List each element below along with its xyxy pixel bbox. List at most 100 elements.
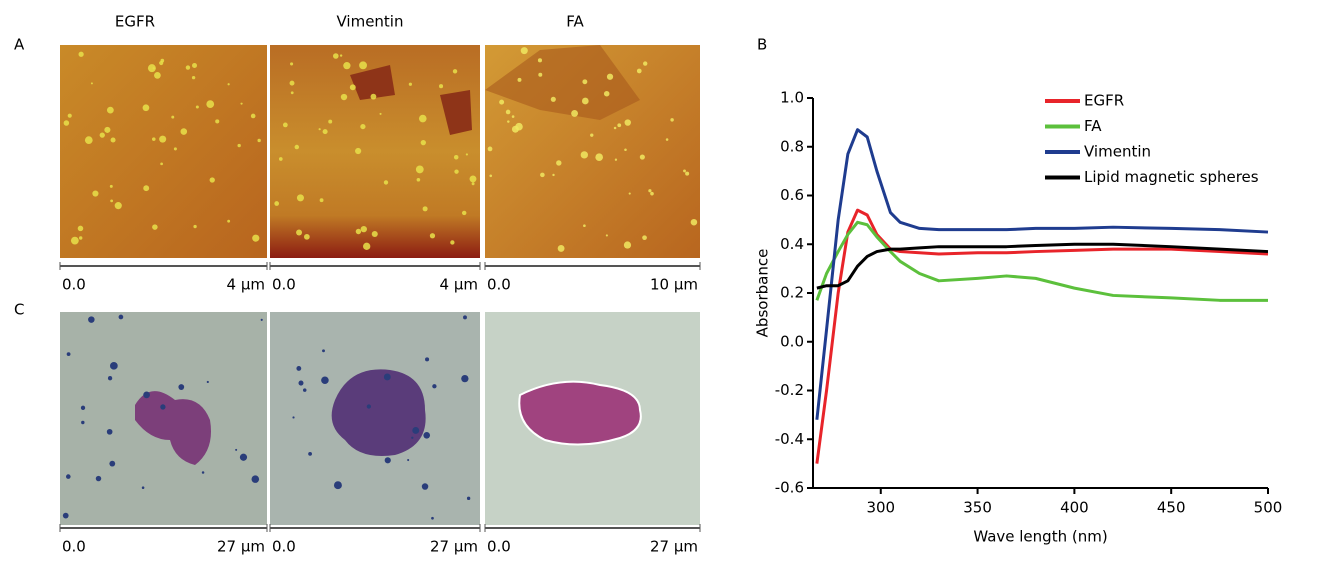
stain-debris <box>95 475 102 482</box>
scale-end-label: 27 μm <box>430 538 478 556</box>
afm-particle <box>349 84 356 91</box>
legend-label: Lipid magnetic spheres <box>1084 168 1259 186</box>
scale-end-label: 4 μm <box>227 276 265 294</box>
afm-particle <box>624 119 631 126</box>
afm-particle <box>595 153 604 162</box>
afm-particle <box>690 218 698 226</box>
x-tick-label: 350 <box>963 499 992 517</box>
stain-debris <box>110 361 118 370</box>
stain-debris <box>432 384 437 389</box>
afm-particle <box>159 135 167 143</box>
stain-debris <box>322 349 325 353</box>
afm-particle <box>191 75 196 80</box>
afm-particle <box>333 53 339 59</box>
stain-debris <box>260 318 263 321</box>
stain-debris <box>160 404 166 410</box>
scale-start-label: 0.0 <box>62 276 86 294</box>
stain-debris <box>239 453 248 461</box>
afm-particle <box>450 240 455 245</box>
panel-label: A <box>14 36 25 54</box>
stain-debris <box>308 451 312 456</box>
afm-particle <box>670 118 674 122</box>
afm-particle <box>429 233 436 239</box>
afm-particle <box>642 235 647 241</box>
stain-debris <box>206 380 209 384</box>
afm-particle <box>92 190 99 197</box>
stain-debris <box>431 516 434 520</box>
stain-debris <box>143 391 150 399</box>
afm-particle <box>439 84 444 89</box>
afm-particle <box>383 180 389 185</box>
stain-debris <box>411 436 414 439</box>
afm-particle <box>160 162 163 166</box>
scale-end-label: 10 μm <box>650 276 698 294</box>
stain-debris <box>296 366 302 371</box>
stained-cell <box>135 391 211 465</box>
data-line <box>815 208 1269 464</box>
stain-debris <box>66 352 71 356</box>
afm-particle <box>379 112 382 115</box>
y-axis-title: Absorbance <box>754 249 772 338</box>
afm-particle <box>209 177 215 183</box>
stain-debris <box>463 315 467 320</box>
afm-particle <box>665 138 669 141</box>
afm-particle <box>581 97 589 105</box>
stain-debris <box>333 481 342 490</box>
column-label: Vimentin <box>336 13 403 31</box>
stain-debris <box>141 486 145 489</box>
data-line <box>816 242 1269 290</box>
stain-debris <box>88 316 95 323</box>
afm-particle <box>104 126 111 133</box>
y-tick-label: -0.2 <box>775 381 804 399</box>
stain-debris <box>81 420 85 425</box>
afm-particle <box>582 79 588 85</box>
afm-particle <box>520 47 528 55</box>
stained-cell <box>331 369 426 456</box>
stain-debris <box>302 388 307 392</box>
afm-particle <box>63 120 70 126</box>
afm-particle <box>580 151 588 159</box>
afm-particle <box>114 202 122 210</box>
afm-particle <box>556 160 562 166</box>
x-tick-label: 400 <box>1060 499 1089 517</box>
data-line <box>815 220 1268 302</box>
afm-particle <box>355 228 362 235</box>
afm-particle <box>70 236 79 245</box>
afm-particle <box>227 219 231 223</box>
scale-end-label: 27 μm <box>217 538 265 556</box>
afm-particle <box>643 61 648 66</box>
stain-debris <box>384 457 391 464</box>
y-tick-label: 0.6 <box>780 186 804 204</box>
y-tick-label: 1.0 <box>780 89 804 107</box>
afm-particle <box>415 165 424 174</box>
stain-debris <box>107 376 113 381</box>
x-tick-label: 500 <box>1254 499 1283 517</box>
stain-debris <box>178 384 185 390</box>
scale-bars: 0.0 4 μm 0.0 4 μm 0.0 10 μm 0.0 27 μm 0.0 27 μm 0.… <box>59 262 701 556</box>
afm-particle <box>537 58 543 63</box>
afm-particle <box>106 106 114 114</box>
afm-particle <box>603 90 610 97</box>
afm-particle <box>206 100 215 109</box>
afm-particle <box>624 148 627 152</box>
stain-debris <box>321 376 329 385</box>
afm-feature <box>485 45 640 120</box>
scale-start-label: 0.0 <box>272 276 296 294</box>
afm-particle <box>250 113 256 119</box>
afm-particle <box>511 115 515 118</box>
stain-debris <box>425 357 430 362</box>
column-label: FA <box>566 13 584 31</box>
afm-particle <box>538 72 543 77</box>
panel-label: C <box>14 301 24 319</box>
scale-start-label: 0.0 <box>272 538 296 556</box>
stain-debris <box>109 460 116 467</box>
x-axis-title: Wave length (nm) <box>973 528 1107 546</box>
image-texture <box>62 47 698 520</box>
afm-particle <box>499 99 505 105</box>
stain-debris <box>80 405 86 410</box>
afm-particle <box>683 169 686 173</box>
afm-particle <box>173 147 177 151</box>
afm-particle <box>469 175 477 183</box>
afm-particle <box>557 244 565 252</box>
